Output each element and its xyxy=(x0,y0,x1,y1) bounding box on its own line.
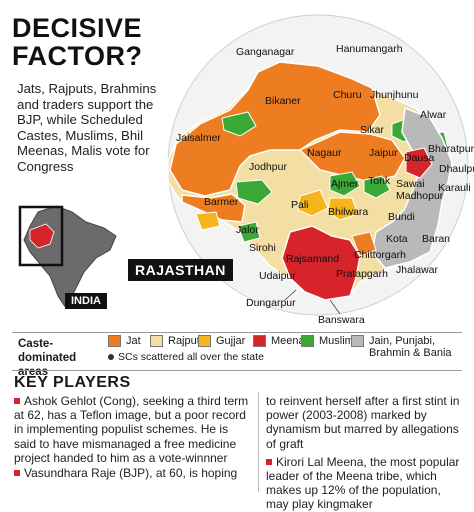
label-sikar: Sikar xyxy=(360,124,384,136)
legend-note-text: SCs scattered all over the state xyxy=(118,351,264,363)
label-pali: Pali xyxy=(291,199,309,211)
region-meena-south xyxy=(281,225,361,301)
label-nagaur: Nagaur xyxy=(307,147,342,159)
legend-label: Muslim xyxy=(319,335,354,347)
paragraph-kirori: Kirori Lal Meena, the most popular leade… xyxy=(266,455,464,512)
label-jalor: Jalor xyxy=(236,224,259,236)
key-players-column-2: to reinvent herself after a first stint … xyxy=(266,394,464,512)
legend-swatch xyxy=(301,335,314,347)
label-jaisalmer: Jaisalmer xyxy=(176,132,221,144)
divider-top xyxy=(12,332,462,333)
region-gujjar-bhilwara xyxy=(327,197,359,221)
headline-line-1: DECISIVE xyxy=(12,13,143,43)
label-madhopur: Madhopur xyxy=(396,190,444,202)
legend-item-muslim: Muslim xyxy=(301,335,354,347)
headline: DECISIVE FACTOR? xyxy=(12,14,143,70)
region-jat-north xyxy=(169,61,381,197)
legend-swatch xyxy=(253,335,266,347)
label-bikaner: Bikaner xyxy=(265,95,301,107)
legend-note: SCs scattered all over the state xyxy=(108,351,264,363)
legend-title: Caste-dominated areas xyxy=(18,338,77,378)
label-churu: Churu xyxy=(333,89,362,101)
label-alwar: Alwar xyxy=(420,109,447,121)
label-baran: Baran xyxy=(422,233,450,245)
label-banswara: Banswara xyxy=(318,314,365,326)
paragraph-gehlot: Ashok Gehlot (Cong), seeking a third ter… xyxy=(14,394,252,465)
bullet-icon xyxy=(14,470,20,477)
bullet-icon xyxy=(108,354,114,360)
legend-label: Meena xyxy=(271,335,305,347)
state-label: RAJASTHAN xyxy=(128,259,233,281)
region-muslim-ajmer xyxy=(329,171,361,197)
region-gujjar-pali xyxy=(297,189,329,217)
label-pratapgarh: Pratapgarh xyxy=(336,268,388,280)
paragraph-raje: Vasundhara Raje (BJP), at 60, is hoping xyxy=(14,466,252,480)
legend-item-rajput: Rajput xyxy=(150,335,200,347)
region-muslim-jodhpur xyxy=(235,179,273,205)
label-jaipur: Jaipur xyxy=(369,147,398,159)
intro-text: Jats, Rajputs, Brahmins and traders supp… xyxy=(17,81,157,174)
label-bharatpur: Bharatpur xyxy=(428,143,474,155)
column-divider xyxy=(258,392,259,492)
label-dungarpur: Dungarpur xyxy=(246,297,296,309)
region-meena-chittor xyxy=(351,231,377,257)
region-meena-dausa xyxy=(405,147,433,179)
label-hanumangarh: Hanumangarh xyxy=(336,43,403,55)
label-kota: Kota xyxy=(386,233,408,245)
legend-swatch xyxy=(150,335,163,347)
bullet-icon xyxy=(266,458,272,465)
bullet-icon xyxy=(14,398,20,404)
legend-item-meena: Meena xyxy=(253,335,305,347)
legend-label: Rajput xyxy=(168,335,200,347)
region-muslim-jaisalmer xyxy=(221,111,257,137)
region-jat-barmer xyxy=(181,193,246,223)
label-dausa: Dausa xyxy=(404,152,435,164)
label-chittorgarh: Chittorgarh xyxy=(354,249,406,261)
paragraph-raje-cont: to reinvent herself after a first stint … xyxy=(266,394,460,451)
kirori-text: Kirori Lal Meena, the most popular leade… xyxy=(266,454,460,512)
region-muslim-sirohi xyxy=(237,221,261,243)
label-dhaulpur: Dhaulpur xyxy=(439,163,474,175)
rajasthan-map: Ganganagar Hanumangarh Bikaner Churu Jhu… xyxy=(18,14,474,326)
legend-item-jain-punjabi-brahmin-bania: Jain, Punjabi, Brahmin & Bania xyxy=(351,335,466,359)
divider-middle xyxy=(12,370,462,371)
legend-label: Jain, Punjabi, Brahmin & Bania xyxy=(369,335,452,359)
inset-rajasthan-highlight xyxy=(29,223,55,249)
inset-frame xyxy=(18,205,64,267)
gehlot-text: Ashok Gehlot (Cong), seeking a third ter… xyxy=(14,394,249,465)
legend-label: Jat xyxy=(126,335,141,347)
label-jhalawar: Jhalawar xyxy=(396,264,439,276)
headline-line-2: FACTOR? xyxy=(12,41,143,71)
label-udaipur: Udaipur xyxy=(259,270,296,282)
legend-swatch xyxy=(198,335,211,347)
region-jat-central xyxy=(298,131,406,183)
label-jodhpur: Jodhpur xyxy=(249,161,287,173)
india-label: INDIA xyxy=(65,293,107,309)
label-bundi: Bundi xyxy=(388,211,415,223)
label-barmer: Barmer xyxy=(204,196,239,208)
label-sirohi: Sirohi xyxy=(249,242,276,254)
leader-dungarpur xyxy=(284,289,297,301)
key-players-column-1: Ashok Gehlot (Cong), seeking a third ter… xyxy=(14,394,252,480)
label-tonk: Tonk xyxy=(368,175,391,187)
label-ganganagar: Ganganagar xyxy=(236,46,295,58)
label-jhunjhunu: Jhunjhunu xyxy=(370,89,419,101)
raje-text: Vasundhara Raje (BJP), at 60, is hoping xyxy=(24,466,238,481)
india-inset-map xyxy=(18,205,117,309)
legend-item-gujjar: Gujjar xyxy=(198,335,245,347)
key-players-heading: KEY PLAYERS xyxy=(14,374,131,391)
region-gujjar-barmer xyxy=(195,211,221,231)
legend-swatch xyxy=(108,335,121,347)
label-sawai: Sawai xyxy=(396,178,425,190)
label-ajmer: Ajmer xyxy=(331,178,359,190)
label-karauli: Karauli xyxy=(438,182,471,194)
legend-swatch xyxy=(351,335,364,347)
region-muslim-tonk xyxy=(363,175,391,199)
leader-banswara xyxy=(329,299,341,315)
label-bhilwara: Bhilwara xyxy=(328,206,368,218)
legend-label: Gujjar xyxy=(216,335,246,347)
label-rajsamand: Rajsamand xyxy=(286,253,339,265)
legend-item-jat: Jat xyxy=(108,335,141,347)
